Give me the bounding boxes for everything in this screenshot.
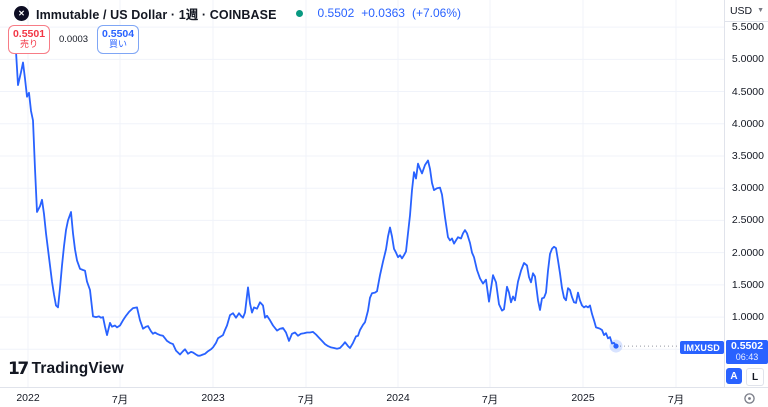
tradingview-logo[interactable]: 17 TradingView [8,359,124,379]
sell-label: 売り [19,39,38,50]
last-price-label[interactable]: 0.5502 06:43 [726,340,768,364]
symbol-price-tag: IMXUSD [679,341,724,354]
last-point-marker [613,343,619,349]
time-tick-label: 7月 [667,394,685,406]
scale-mode-buttons: A L [726,368,764,386]
sell-price: 0.5501 [12,28,46,41]
symbol-title[interactable]: Immutable / US Dollar · 1週 · COINBASE [36,7,277,22]
sell-button[interactable]: 0.5501 売り [8,25,50,54]
tradingview-logo-icon: 17 [8,359,29,379]
chevron-down-icon: ▼ [757,7,765,14]
price-change-percent: (+7.06%) [411,6,461,20]
price-tick-label: 1.0000 [731,311,764,324]
price-tick-label: 4.5000 [731,85,764,98]
time-tick-label: 7月 [481,394,499,406]
header-bar: ✕ Immutable / US Dollar · 1週 · COINBASE … [14,4,461,22]
price-scale[interactable]: USD ▼ 5.5000 5.0000 4.5000 4.0000 3.5000 3.00… [724,0,768,387]
tradingview-logo-text: TradingView [31,360,124,377]
time-tick-label: 7月 [111,394,129,406]
price-tick-label: 2.5000 [731,214,764,227]
gear-icon [743,392,755,404]
price-tick-label: 2.0000 [731,246,764,259]
price-tick-label: 3.5000 [731,149,764,162]
buy-price: 0.5504 [102,28,135,41]
spread-value: 0.0003 [54,33,94,46]
quote-readout: 0.5502 +0.0363 (+7.06%) [318,6,461,20]
log-scale-button[interactable]: L [746,368,764,386]
market-status-icon [295,9,303,17]
auto-scale-button[interactable]: A [726,368,742,384]
time-tick-label: 2023 [201,392,225,404]
price-tick-label: 5.5000 [731,21,764,34]
price-tick-label: 4.0000 [731,117,764,130]
time-tick-label: 7月 [297,394,315,406]
immutable-logo-icon: ✕ [14,5,29,21]
price-tick-label: 5.0000 [731,53,764,66]
last-price: 0.5502 [317,6,355,20]
price-change: +0.0363 [361,6,405,20]
currency-label: USD [729,4,753,17]
bar-countdown: 06:43 [735,351,759,362]
last-price-value: 0.5502 [730,340,764,353]
price-line-series [13,29,617,357]
timezone-settings-button[interactable] [741,390,757,406]
time-scale[interactable]: 2022 7月 2023 7月 2024 7月 2025 7月 [0,387,768,407]
time-tick-label: 2022 [16,392,40,404]
buy-label: 買い [109,39,128,50]
time-tick-label: 2024 [386,392,410,404]
currency-selector[interactable]: USD ▼ [725,0,768,22]
deal-buttons: 0.5501 売り 0.0003 0.5504 買い [8,25,140,54]
time-tick-label: 2025 [571,392,595,404]
price-tick-label: 1.5000 [731,278,764,291]
buy-button[interactable]: 0.5504 買い [97,25,140,54]
price-tick-label: 3.0000 [731,182,764,195]
